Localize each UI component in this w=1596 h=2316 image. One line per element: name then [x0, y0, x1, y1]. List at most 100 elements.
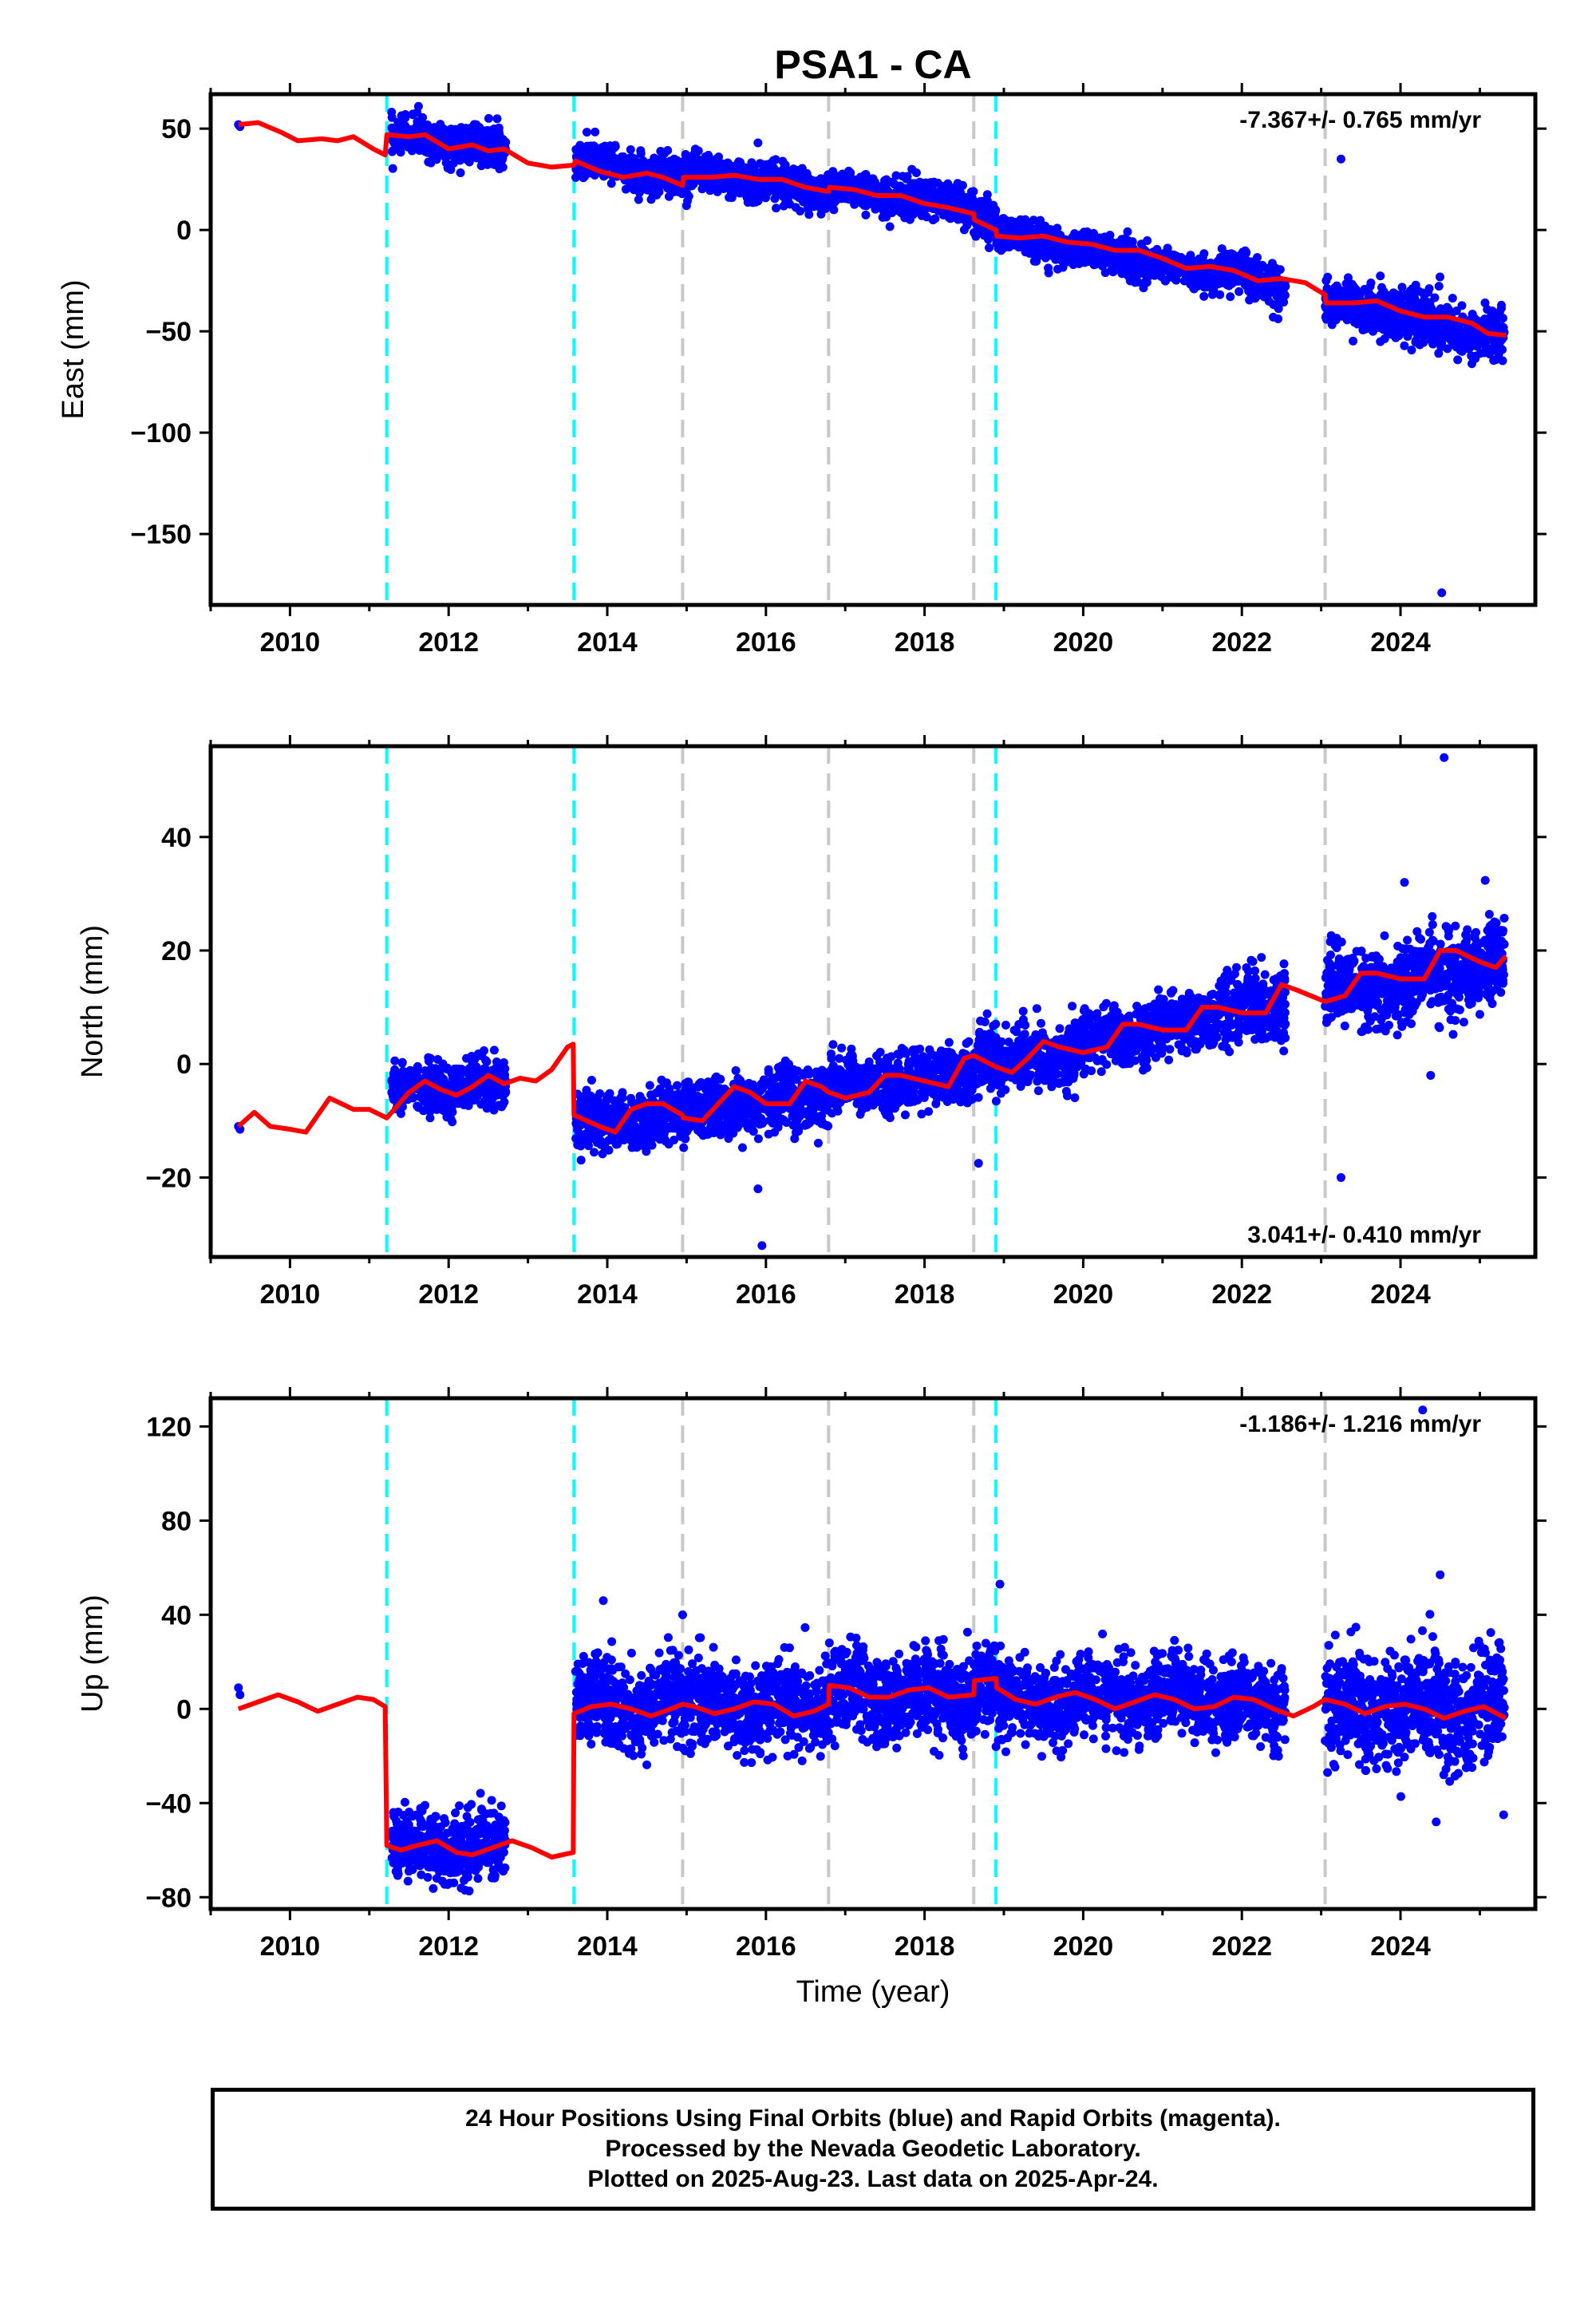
data-point — [591, 127, 600, 136]
data-point — [1443, 344, 1452, 354]
data-point — [448, 1107, 457, 1117]
data-point — [1154, 262, 1163, 271]
data-point — [1434, 326, 1444, 336]
data-point-outlier — [1336, 154, 1345, 164]
data-point — [1435, 272, 1444, 282]
data-point — [1365, 290, 1375, 300]
data-point — [1411, 280, 1420, 290]
data-point — [776, 167, 786, 176]
data-point — [439, 129, 448, 139]
data-point — [1399, 301, 1408, 310]
data-point — [456, 168, 465, 177]
data-point — [575, 148, 584, 158]
data-point — [1323, 272, 1333, 282]
data-point — [1336, 305, 1345, 314]
data-point — [587, 1076, 596, 1085]
data-point — [1332, 281, 1341, 290]
data-point — [460, 1066, 470, 1076]
data-point — [1052, 241, 1061, 251]
data-point — [690, 144, 700, 154]
data-point — [389, 1095, 399, 1105]
data-point — [467, 135, 476, 144]
data-point — [864, 179, 874, 188]
data-point — [632, 181, 642, 191]
data-point — [1397, 283, 1407, 292]
data-point — [1480, 314, 1490, 324]
data-point — [621, 184, 630, 194]
data-point — [970, 228, 979, 238]
data-point — [791, 203, 800, 212]
x-tick-label: 2014 — [577, 627, 638, 658]
data-point — [936, 188, 946, 198]
data-point — [462, 1053, 472, 1063]
data-point — [1195, 267, 1204, 277]
data-point — [1080, 243, 1089, 253]
data-point — [446, 1115, 456, 1124]
data-point — [1354, 307, 1364, 317]
data-point — [1164, 249, 1174, 259]
data-point — [844, 195, 854, 204]
data-point — [1044, 263, 1053, 273]
data-point — [983, 235, 993, 244]
data-point — [634, 195, 643, 204]
data-point — [390, 1056, 400, 1065]
data-point-outlier — [1491, 355, 1500, 365]
data-point — [829, 205, 839, 215]
data-point — [1013, 224, 1022, 234]
data-point — [1443, 333, 1452, 342]
data-point — [911, 187, 921, 196]
data-point — [1373, 306, 1382, 315]
data-point — [608, 158, 618, 168]
data-point — [903, 172, 912, 181]
data-point — [1140, 278, 1150, 287]
data-point — [1041, 247, 1051, 257]
data-point — [626, 144, 635, 154]
data-point — [487, 1101, 496, 1110]
data-point — [1045, 224, 1055, 234]
data-point — [408, 140, 417, 149]
data-point — [1365, 282, 1375, 291]
data-point — [413, 1061, 422, 1071]
data-point — [1007, 240, 1017, 250]
data-point — [923, 188, 933, 197]
data-point — [1198, 252, 1207, 262]
data-point — [943, 179, 953, 188]
data-point — [456, 123, 466, 132]
data-point — [1456, 346, 1465, 355]
data-point — [1096, 253, 1105, 263]
data-point — [1120, 260, 1129, 270]
data-point — [1151, 269, 1160, 279]
data-point — [1127, 265, 1136, 275]
data-point — [804, 205, 813, 215]
data-point — [731, 178, 741, 188]
data-point — [1264, 286, 1274, 295]
data-point — [780, 190, 789, 200]
data-point — [598, 151, 608, 160]
data-point — [418, 113, 428, 122]
data-point — [393, 140, 402, 150]
data-point — [396, 1081, 405, 1091]
data-point — [428, 144, 437, 153]
data-point — [1117, 235, 1127, 244]
data-point — [1098, 236, 1108, 246]
x-tick-label: 2020 — [1053, 627, 1114, 658]
data-point — [590, 142, 599, 152]
data-point — [1245, 295, 1254, 305]
data-point — [772, 204, 781, 213]
data-point — [1091, 259, 1100, 269]
data-point — [673, 1081, 682, 1090]
data-point — [1163, 264, 1173, 274]
data-point — [1434, 282, 1444, 291]
data-point — [885, 222, 895, 231]
data-point — [798, 188, 808, 197]
data-point — [749, 188, 759, 198]
data-point — [887, 177, 896, 187]
data-point — [1343, 273, 1353, 283]
data-point — [454, 1067, 464, 1077]
data-point — [1415, 340, 1424, 350]
data-point — [598, 160, 608, 169]
y-tick-label: −100 — [130, 418, 192, 449]
data-point — [1496, 300, 1506, 310]
data-point — [448, 1083, 457, 1093]
data-point — [1321, 314, 1331, 324]
